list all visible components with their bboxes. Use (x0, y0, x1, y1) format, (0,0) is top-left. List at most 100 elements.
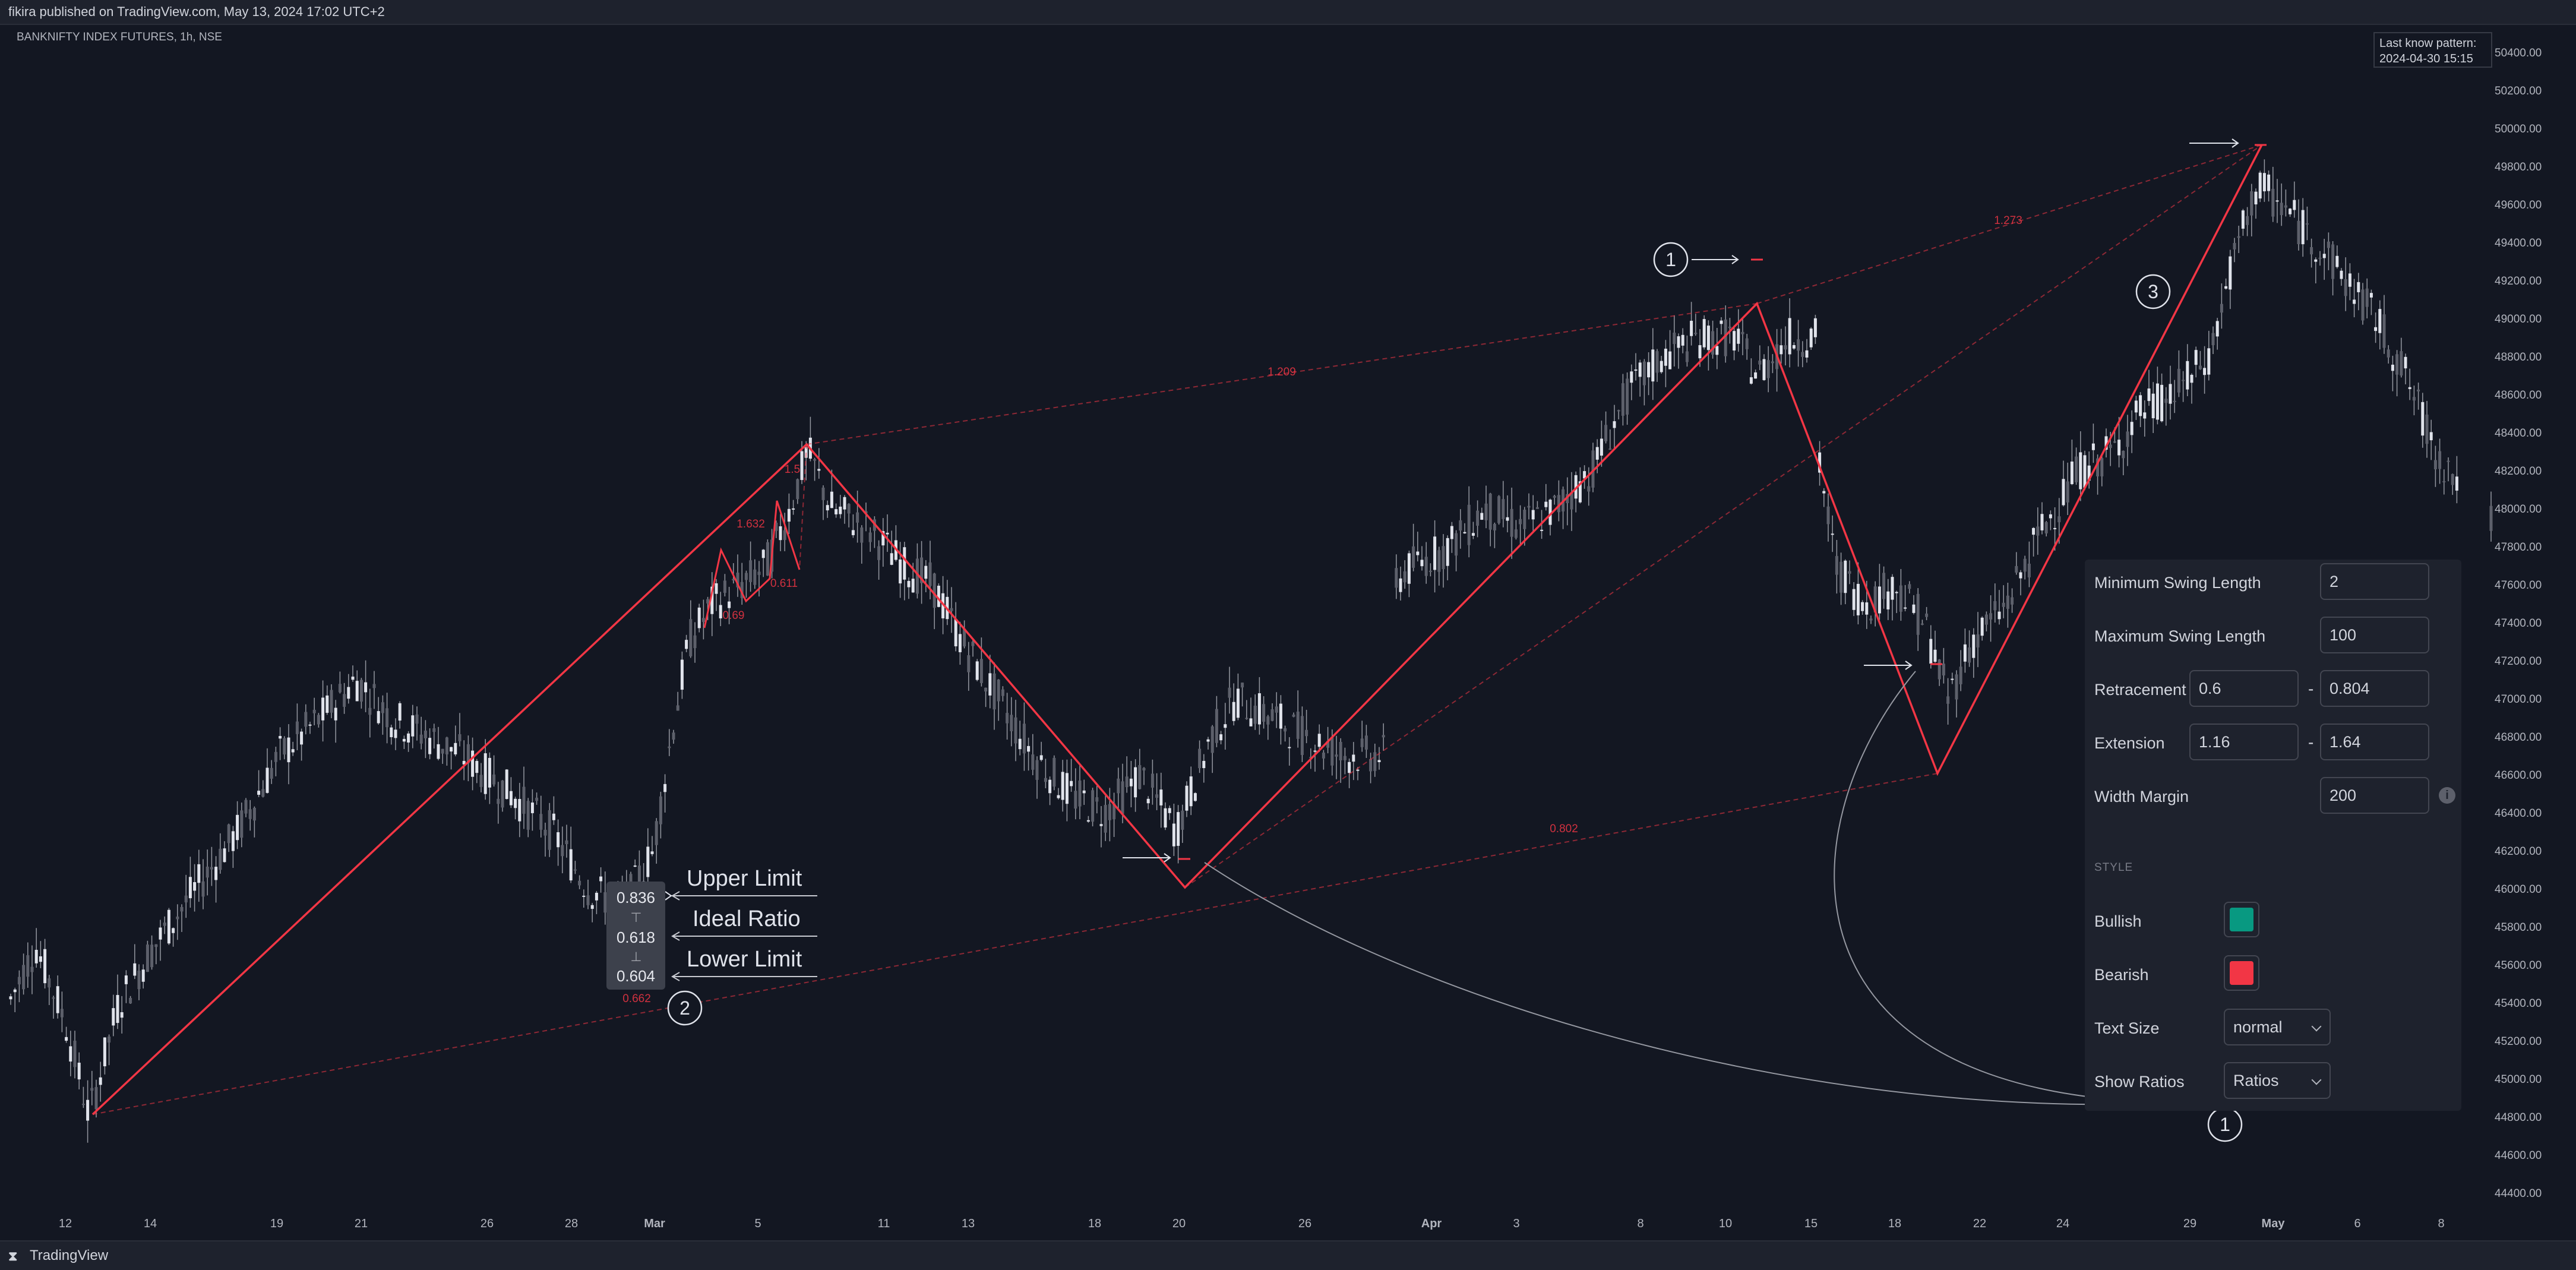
candle-body (1296, 711, 1300, 739)
candle-body (248, 809, 252, 819)
candle-body (1044, 778, 1047, 782)
price-chart[interactable]: 50400.00 50200.00 50000.00 49800.00 49600.00… (0, 25, 2576, 1240)
extension-min-input[interactable]: 1.16 (2189, 724, 2299, 760)
candle-body (188, 877, 192, 899)
time-label: 14 (144, 1217, 157, 1230)
retracement-min-input[interactable]: 0.6 (2189, 670, 2299, 707)
arrow-head (1905, 661, 1913, 670)
candle-body (997, 680, 1000, 702)
retracement-max-input[interactable]: 0.804 (2320, 670, 2429, 707)
candle-body (501, 780, 504, 808)
candle-body (2254, 191, 2258, 205)
price-label: 48200.00 (2495, 465, 2542, 478)
candle-body (2044, 522, 2048, 533)
candle-body (210, 867, 213, 870)
time-label: 8 (1637, 1217, 1643, 1230)
candle-body (557, 832, 560, 848)
candle-body (2070, 462, 2074, 485)
candle-body (663, 784, 667, 792)
candle-body (835, 509, 838, 514)
bullish-color-picker[interactable] (2224, 902, 2259, 937)
candle-body (1138, 765, 1142, 789)
time-label: 5 (754, 1217, 761, 1230)
max-swing-input[interactable]: 100 (2320, 617, 2429, 653)
price-label: 47800.00 (2495, 541, 2542, 554)
candle-body (967, 655, 971, 672)
candle-body (77, 1062, 81, 1080)
step-marker-label: 1 (1665, 249, 1676, 270)
show-ratios-value: Ratios (2233, 1072, 2279, 1089)
info-icon[interactable]: i (2439, 787, 2455, 804)
candle-body (728, 601, 731, 608)
candle-body (1895, 592, 1898, 593)
retracement-label: Retracement (2094, 681, 2186, 699)
candle-body (1711, 331, 1715, 355)
candle-body (2147, 388, 2151, 402)
candle-body (2233, 243, 2236, 249)
candle-body (1369, 759, 1373, 772)
candle-body (214, 867, 218, 880)
candle-body (2348, 273, 2351, 287)
candle-body (94, 1087, 98, 1110)
time-axis: 12 14 19 21 26 28 Mar 5 11 13 18 20 26 Apr 3 8 10 15 18 22 2… (59, 1217, 2445, 1230)
candle-body (240, 810, 244, 838)
show-ratios-select[interactable]: Ratios (2224, 1062, 2331, 1099)
price-label: 45200.00 (2495, 1035, 2542, 1048)
candle-body (355, 681, 359, 702)
candle-body (1309, 757, 1313, 759)
candle-body (244, 800, 248, 814)
candle-body (2220, 304, 2223, 313)
candle-body (261, 789, 265, 797)
candle-body (312, 709, 316, 713)
candle-body (1164, 808, 1167, 828)
candle-body (2066, 481, 2069, 503)
candle-body (736, 573, 739, 587)
tradingview-logo-icon[interactable]: ⧗ (8, 1249, 18, 1263)
candle-body (1937, 659, 1941, 680)
candle-body (1677, 336, 1680, 348)
candle-body (1065, 773, 1069, 804)
candle-body (1352, 754, 1355, 762)
min-swing-input[interactable]: 2 (2320, 563, 2429, 600)
width-margin-input[interactable]: 200 (2320, 777, 2429, 814)
candle-body (1446, 538, 1449, 566)
candle-body (1780, 345, 1783, 355)
candle-body (1177, 812, 1180, 846)
candle-body (2019, 572, 2022, 579)
candle-body (1784, 345, 1787, 350)
harmonic-zigzag (91, 144, 2263, 1116)
candle-body (954, 619, 957, 647)
candle-body (112, 1008, 115, 1026)
text-size-value: normal (2233, 1018, 2283, 1036)
candle-body (903, 547, 906, 580)
candle-body (2091, 443, 2095, 450)
candle-body (283, 738, 286, 755)
bearish-color-picker[interactable] (2224, 955, 2259, 991)
candle-body (1326, 741, 1330, 748)
candle-body (2442, 481, 2446, 483)
candle-body (2451, 474, 2454, 485)
candle-body (1664, 349, 1667, 366)
candle-body (839, 506, 842, 514)
candle-body (1591, 450, 1595, 488)
candle-body (398, 703, 402, 721)
candle-body (633, 865, 637, 867)
candle-body (1989, 613, 1993, 620)
price-label: 49000.00 (2495, 313, 2542, 326)
candle-body (291, 749, 295, 753)
candle-body (1108, 804, 1111, 820)
time-label: 6 (2354, 1217, 2360, 1230)
text-size-select[interactable]: normal (2224, 1009, 2331, 1045)
price-label: 48600.00 (2495, 389, 2542, 402)
candle-body (1001, 689, 1004, 696)
extension-max-input[interactable]: 1.64 (2320, 724, 2429, 760)
candle-body (330, 690, 333, 713)
candle-body (1236, 688, 1240, 718)
candle-body (120, 1012, 124, 1018)
candle-body (17, 977, 21, 985)
brand-name[interactable]: TradingView (30, 1247, 109, 1263)
candle-body (1557, 495, 1560, 513)
candle-body (2421, 402, 2425, 436)
candle-body (39, 956, 42, 962)
bullish-color-swatch (2230, 908, 2253, 931)
